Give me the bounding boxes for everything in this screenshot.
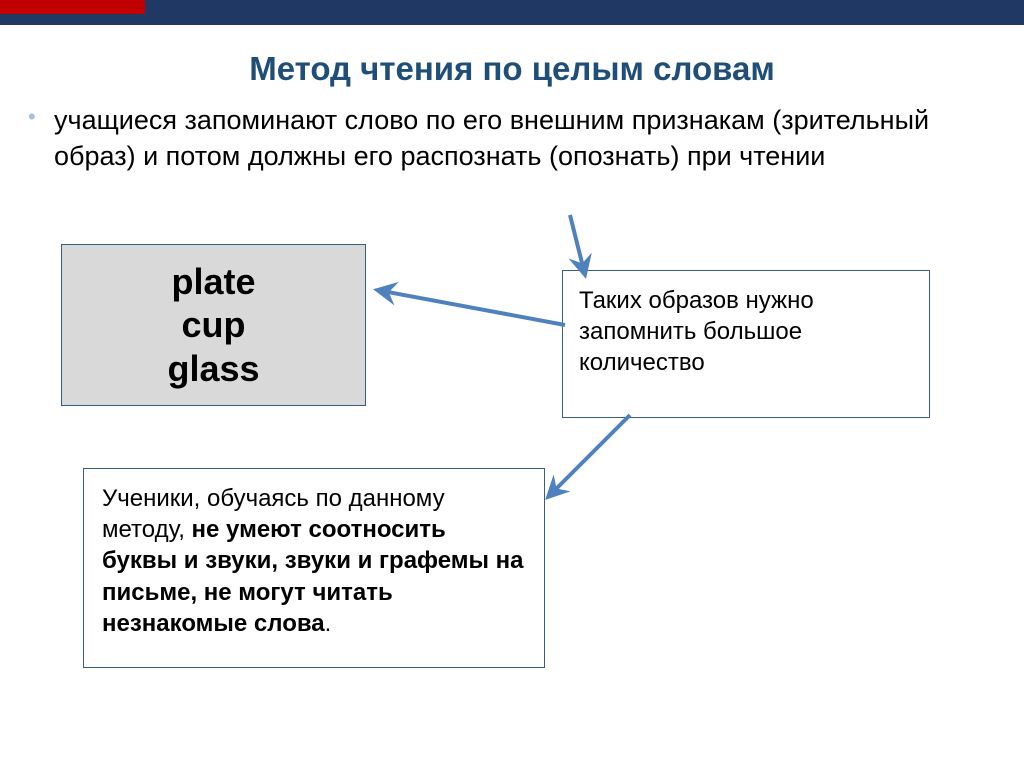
bullet-paragraph: • учащиеся запоминают слово по его внешн… — [28, 102, 988, 175]
header-red-bar — [0, 0, 145, 14]
box-example-words: plate cup glass — [61, 244, 366, 406]
box-drawback: Ученики, обучаясь по данному методу, не … — [83, 468, 545, 668]
box-c-post: . — [325, 610, 332, 637]
bullet-text-content: учащиеся запоминают слово по его внешним… — [28, 102, 988, 175]
slide: Метод чтения по целым словам • учащиеся … — [0, 0, 1024, 767]
arrow-to-box-c — [548, 415, 630, 497]
word-line-2: cup — [181, 303, 245, 346]
arrow-to-box-a — [377, 290, 565, 325]
header-blue-bar-top — [145, 0, 1024, 14]
slide-title: Метод чтения по целым словам — [0, 50, 1024, 88]
header-band — [0, 0, 1024, 24]
word-line-1: plate — [171, 260, 255, 303]
bullet-dot-icon: • — [28, 102, 36, 132]
box-b-text: Таких образов нужно запомнить большое ко… — [579, 287, 814, 376]
box-many-images: Таких образов нужно запомнить большое ко… — [562, 270, 930, 418]
arrow-to-box-b — [570, 215, 585, 275]
word-line-3: glass — [167, 347, 259, 390]
